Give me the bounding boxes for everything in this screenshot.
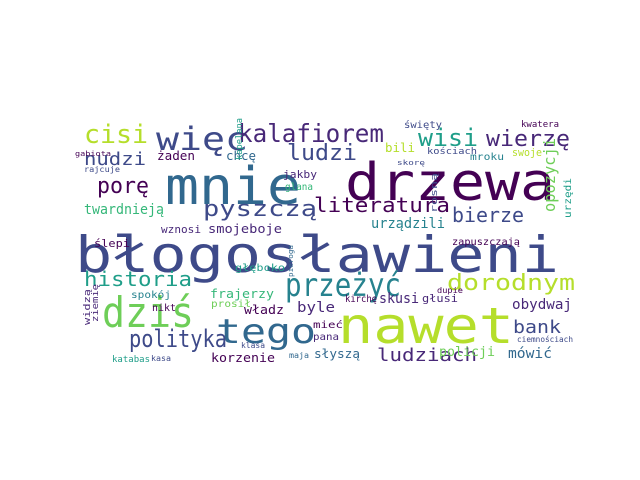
cloud-word: ludziach [377, 345, 477, 366]
cloud-word: kwatera [521, 120, 559, 130]
cloud-word: drzewa [345, 153, 555, 213]
cloud-word: maja [289, 351, 309, 360]
cloud-word: pieroga [287, 245, 295, 277]
cloud-word: mówić [508, 346, 552, 362]
cloud-word: chcę [226, 149, 256, 163]
cloud-word: wznosi [161, 223, 201, 236]
cloud-word: wisi [418, 124, 478, 152]
cloud-word: mroku [470, 152, 504, 163]
cloud-word: mieć [313, 319, 343, 331]
cloud-word: kirchę [345, 294, 377, 305]
cloud-word: polityka [129, 325, 227, 353]
cloud-word: mnie [165, 157, 301, 217]
cloud-word: dziś [102, 288, 194, 337]
cloud-word: byle [297, 300, 335, 316]
cloud-word: historia [84, 267, 192, 291]
cloud-word: przeżyć [285, 266, 401, 304]
cloud-word: klasa [241, 341, 265, 350]
cloud-word: porę [97, 174, 149, 199]
cloud-word: skorę [397, 159, 425, 167]
cloud-word: święty [404, 119, 442, 131]
cloud-word: rajcuje [84, 165, 120, 174]
cloud-word: kościach [427, 146, 477, 157]
cloud-word: spokój [131, 289, 171, 301]
cloud-word: bili [385, 141, 415, 155]
cloud-word: zapuszczają [452, 237, 520, 248]
cloud-word: smojeboje [208, 222, 282, 236]
cloud-word: frajerzy [210, 287, 274, 301]
cloud-word: swoje [512, 146, 542, 159]
cloud-word: rosną [430, 173, 440, 213]
cloud-word: ciemnościach [517, 334, 573, 344]
cloud-word: widzą [83, 289, 93, 325]
cloud-word: dupie [437, 286, 463, 295]
cloud-word: skusi [379, 291, 419, 307]
cloud-word: słyszą [314, 347, 360, 361]
cloud-word: bank [513, 317, 561, 338]
cloud-word: urzędi [563, 178, 574, 218]
cloud-word: żaden [157, 149, 195, 163]
cloud-word: bierze [452, 203, 524, 227]
cloud-word: wierzę [486, 127, 570, 152]
cloud-word: dorodnym [447, 271, 575, 296]
cloud-word: ludzi [287, 141, 357, 166]
cloud-word: nawet [338, 297, 514, 355]
cloud-word: prosił [211, 299, 251, 310]
cloud-word: pyszczą [203, 197, 317, 222]
cloud-word: cisi [84, 120, 148, 150]
cloud-word: literatura [314, 193, 450, 217]
cloud-word: głęboko [235, 263, 285, 274]
cloud-word: kasa [151, 354, 171, 363]
cloud-word: glana [285, 182, 313, 193]
cloud-word: jakby [283, 168, 317, 181]
cloud-word: nudzi [84, 149, 146, 170]
cloud-word: urządzili [371, 216, 445, 232]
cloud-word: kapelana [235, 118, 245, 160]
cloud-word: ślepi [94, 237, 130, 250]
cloud-word: opozycji [540, 138, 559, 212]
cloud-word: gabiota [75, 150, 111, 158]
cloud-word: katabas [112, 355, 150, 365]
cloud-word: twardnieją [84, 202, 164, 218]
cloud-word: kalafiorem [238, 119, 384, 148]
cloud-word: pana [313, 332, 339, 343]
cloud-word: korzenie [211, 351, 275, 365]
cloud-word: policji [439, 345, 495, 360]
cloud-word: głusi [422, 292, 458, 305]
cloud-word: błogosławieni [75, 226, 559, 284]
cloud-word: nikt [152, 303, 176, 314]
cloud-word: ziemię [91, 284, 101, 322]
cloud-word: obydwaj [512, 297, 572, 313]
cloud-word: władz [244, 303, 284, 317]
cloud-word: więc [156, 120, 248, 158]
cloud-word: tego [216, 312, 316, 352]
